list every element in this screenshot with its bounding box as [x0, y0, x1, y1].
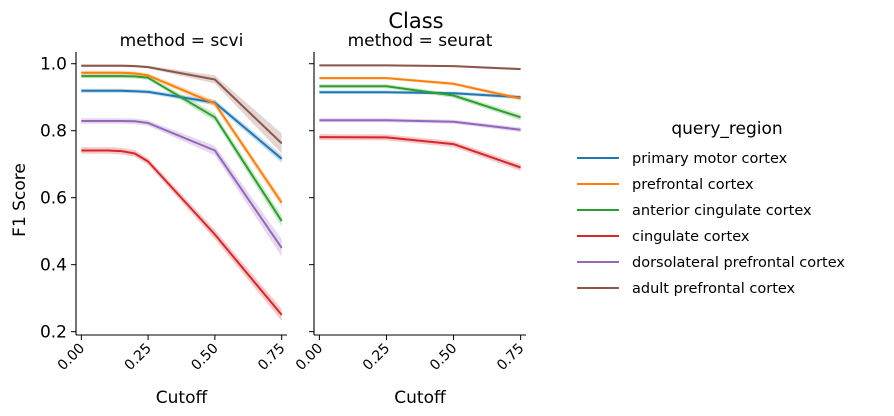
ci-band-cingulate-cortex [319, 134, 521, 171]
series-line-dorsolateral-prefrontal-cortex [319, 119, 521, 131]
x-tick-label: 0.25 [122, 341, 155, 374]
y-tick-label: 0.2 [40, 323, 67, 343]
legend-label: prefrontal cortex [632, 177, 754, 193]
figure-suptitle: Class [388, 9, 443, 33]
series-line-cingulate-cortex [81, 149, 283, 316]
x-axis-label: Cutoff [156, 388, 209, 408]
ci-band-adult-prefrontal-cortex [81, 64, 282, 154]
y-tick-label: 0.4 [40, 256, 67, 276]
x-tick-label: 0.00 [293, 341, 326, 374]
y-tick-label: 1.0 [40, 55, 67, 75]
series-line-adult-prefrontal-cortex [81, 64, 283, 145]
panel-scvi: method = scvi 0.2 0.4 0.6 0.8 1.0 0.00 0.25 0.50… [40, 31, 289, 408]
series-line-anterior-cingulate-cortex [81, 75, 283, 222]
legend: query_region primary motor cortex prefron… [577, 119, 845, 297]
panel-title: method = scvi [120, 31, 244, 51]
legend-title: query_region [671, 119, 782, 139]
x-axis-label: Cutoff [394, 388, 447, 408]
series-line-cingulate-cortex [319, 136, 521, 169]
y-axis-label: F1 Score [10, 163, 30, 237]
panel-title: method = seurat [348, 31, 493, 51]
panel-seurat: method = seurat 0.00 0.25 0.50 0.75 Cutoff [293, 31, 528, 408]
y-tick-label: 0.8 [40, 122, 67, 142]
legend-label: dorsolateral prefrontal cortex [632, 255, 845, 271]
x-tick-label: 0.00 [55, 341, 88, 374]
series-line-prefrontal-cortex [81, 71, 283, 204]
x-tick-label: 0.25 [360, 341, 393, 374]
series-line-primary-motor-cortex [81, 89, 283, 160]
y-tick-label: 0.6 [40, 189, 67, 209]
legend-label: anterior cingulate cortex [632, 203, 812, 219]
series-line-dorsolateral-prefrontal-cortex [81, 120, 283, 249]
x-tick-label: 0.75 [255, 341, 288, 374]
ci-band-anterior-cingulate-cortex [319, 84, 521, 121]
x-tick-label: 0.75 [494, 341, 527, 374]
series-line-anterior-cingulate-cortex [319, 85, 521, 119]
x-tick-label: 0.50 [427, 341, 460, 374]
ci-band-dorsolateral-prefrontal-cortex [81, 118, 282, 257]
legend-label: cingulate cortex [632, 229, 750, 245]
legend-label: primary motor cortex [632, 151, 788, 167]
x-tick-label: 0.50 [188, 341, 221, 374]
legend-label: adult prefrontal cortex [632, 281, 796, 297]
series-line-adult-prefrontal-cortex [319, 64, 521, 71]
series-line-prefrontal-cortex [319, 77, 521, 100]
series-line-primary-motor-cortex [319, 91, 521, 99]
ci-band-dorsolateral-prefrontal-cortex [319, 118, 521, 132]
